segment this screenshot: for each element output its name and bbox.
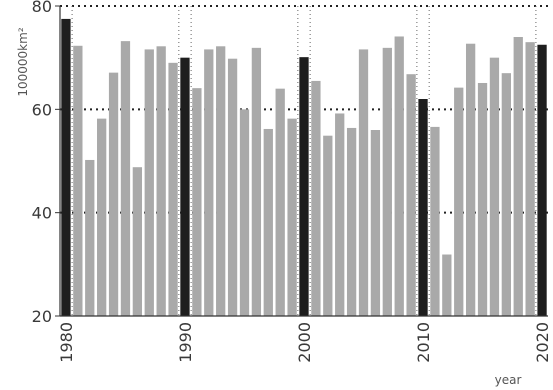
bar-2009: [406, 74, 416, 316]
bar-2010: [418, 99, 428, 316]
bar-1998: [275, 88, 285, 317]
x-ticks: 1980 1990 2000 2010 2020: [57, 322, 552, 363]
bar-2003: [335, 113, 345, 316]
bar-1990: [180, 57, 190, 317]
x-tick-label-1990: 1990: [176, 322, 195, 363]
bar-2005: [358, 49, 369, 317]
bar-2008: [394, 36, 404, 316]
bar-1988: [156, 46, 166, 317]
bar-2012: [442, 254, 452, 316]
bar-1989: [168, 62, 178, 317]
bar-2011: [430, 126, 440, 317]
y-tick-label-60: 60: [32, 100, 52, 119]
bar-2014: [465, 43, 476, 316]
bar-1981: [73, 45, 83, 317]
bar-2017: [501, 73, 511, 317]
y-tick-label-80: 80: [32, 0, 52, 16]
bar-1984: [108, 72, 119, 317]
bar-1993: [216, 46, 226, 317]
bar-1987: [144, 49, 154, 317]
bar-2002: [323, 135, 333, 316]
bar-2007: [382, 47, 392, 316]
bar-1997: [263, 128, 273, 316]
bar-2004: [346, 127, 357, 316]
bar-1999: [287, 118, 297, 316]
bar-1980: [61, 18, 71, 317]
bar-2018: [513, 37, 523, 316]
bar-1991: [192, 88, 202, 317]
bar-1992: [204, 49, 214, 317]
bar-2020: [537, 44, 547, 316]
bar-1982: [85, 159, 95, 316]
y-ticks: 20 40 60 80: [32, 0, 60, 326]
y-axis-label: 100000km²: [16, 27, 30, 96]
y-tick-label-20: 20: [32, 307, 52, 326]
bar-2013: [454, 87, 464, 316]
y-tick-label-40: 40: [32, 204, 52, 223]
bar-1985: [120, 41, 131, 317]
bar-2015: [477, 82, 488, 316]
bar-1994: [227, 58, 238, 316]
bar-1986: [132, 167, 143, 316]
x-tick-label-2010: 2010: [414, 322, 433, 363]
bar-1996: [251, 47, 262, 316]
bar-2006: [370, 130, 381, 316]
bars: [61, 18, 547, 317]
bar-2001: [311, 80, 321, 317]
bar-2016: [489, 57, 500, 317]
x-tick-label-2020: 2020: [533, 322, 552, 363]
x-tick-label-1980: 1980: [57, 322, 76, 363]
bar-2000: [299, 57, 309, 317]
x-axis-label: year: [495, 373, 522, 387]
bar-2019: [525, 42, 535, 317]
bar-1995: [239, 109, 250, 316]
x-tick-label-2000: 2000: [295, 322, 314, 363]
bar-1983: [97, 118, 107, 316]
